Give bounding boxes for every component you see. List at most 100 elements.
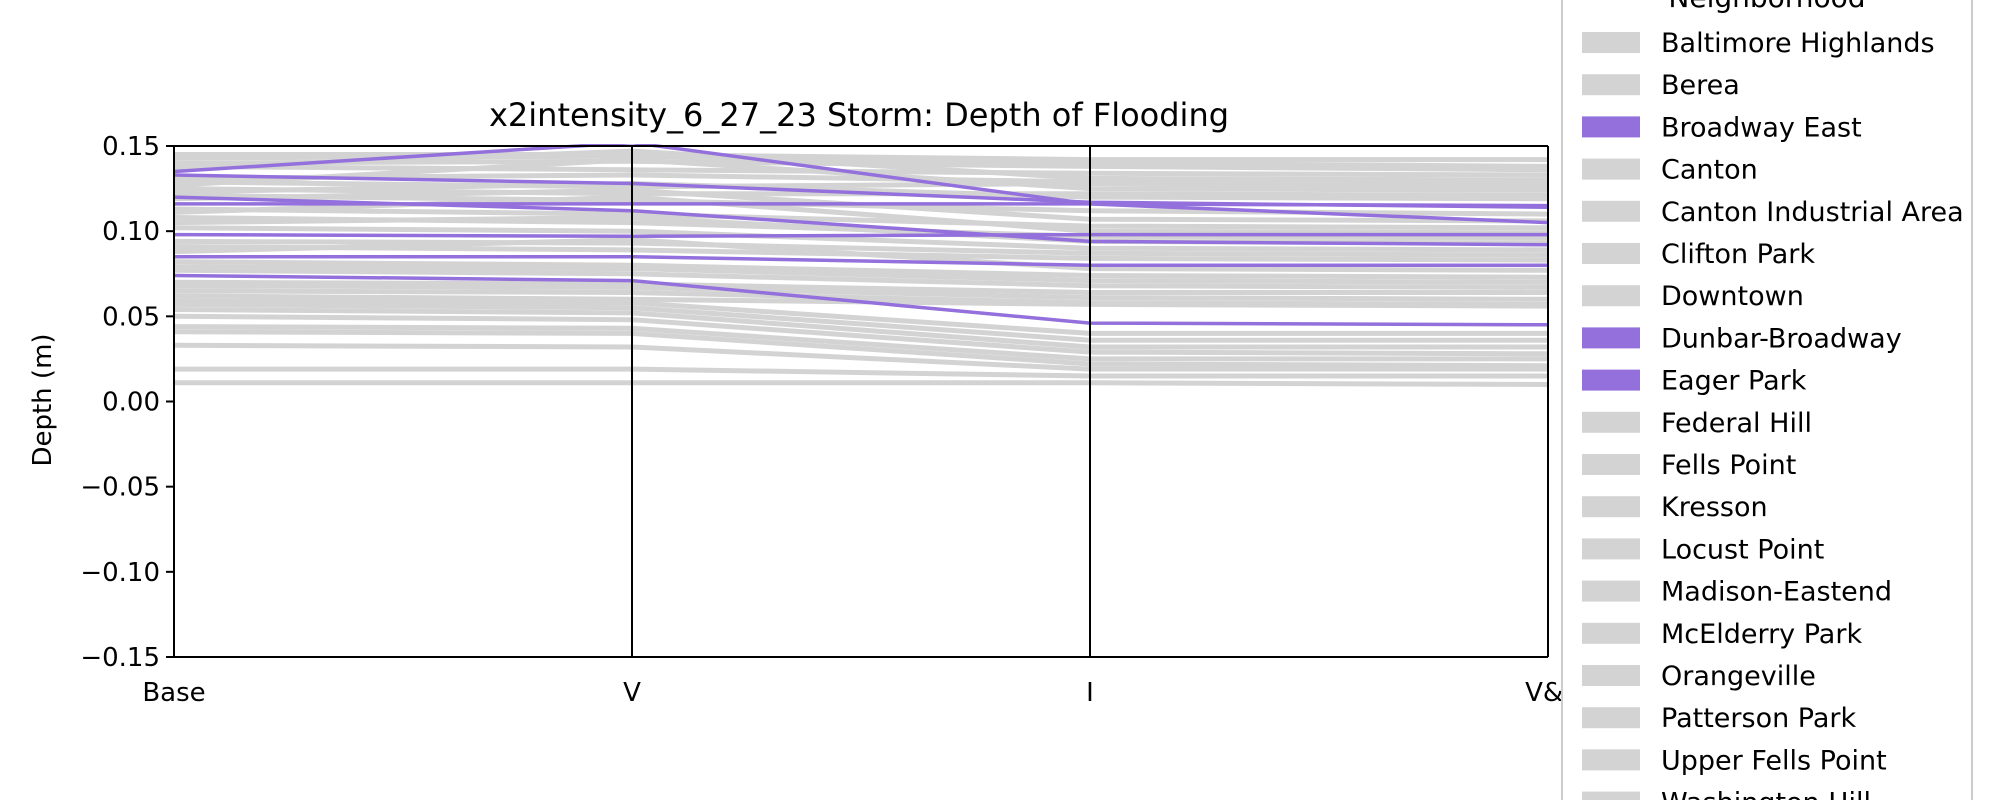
legend-label: Madison-Eastend [1661, 577, 1892, 608]
y-tick-label: −0.10 [80, 558, 160, 588]
legend-label: Kresson [1661, 492, 1768, 523]
y-axis-ticks: 0.15 0.10 0.05 0.00 −0.05 −0.10 −0.15 [80, 132, 174, 673]
axis-category-labels: Base V I V&I [142, 678, 1571, 708]
legend-swatch [1582, 411, 1640, 433]
legend-label: Federal Hill [1661, 408, 1812, 439]
legend-swatch [1582, 243, 1640, 264]
y-axis-label: Depth (m) [28, 333, 58, 466]
legend-label: McElderry Park [1661, 619, 1862, 650]
legend-swatch [1582, 158, 1640, 180]
legend-swatch [1582, 327, 1640, 349]
legend-swatch [1582, 200, 1640, 222]
highlighted-series-line-3 [174, 232, 1548, 239]
legend-swatch [1582, 454, 1640, 475]
legend-item: Clifton Park [1582, 239, 1815, 270]
legend-item: Broadway East [1582, 112, 1862, 143]
highlighted-series-line-6 [174, 144, 1548, 225]
legend-swatch [1582, 580, 1640, 602]
legend-label: Washington Hill [1661, 788, 1871, 800]
legend-item: Canton [1582, 155, 1758, 186]
legend-label: Baltimore Highlands [1661, 28, 1935, 59]
background-series-line-34 [174, 342, 1548, 372]
legend-frame [1561, 0, 1973, 800]
background-series-line-29 [174, 301, 1548, 343]
legend-label: Canton Industrial Area [1661, 197, 1964, 228]
legend-swatch [1582, 369, 1640, 391]
axis-category-label: I [1086, 678, 1094, 708]
background-series-line-23 [174, 267, 1548, 290]
background-series-line-17 [174, 225, 1548, 253]
legend-item: McElderry Park [1582, 619, 1862, 650]
background-series-line-30 [174, 307, 1548, 350]
legend-label: Upper Fells Point [1661, 745, 1887, 776]
legend-item: Washington Hill [1582, 788, 1871, 800]
legend-label: Broadway East [1661, 112, 1862, 143]
y-tick-label: −0.15 [80, 643, 160, 673]
legend-item: Eager Park [1582, 366, 1807, 397]
background-series-line-33 [174, 329, 1548, 369]
background-series-line-10 [174, 181, 1548, 202]
highlighted-series-lines [174, 144, 1548, 327]
highlighted-series-line-4 [174, 254, 1548, 267]
legend-item: Locust Point [1582, 534, 1824, 565]
legend-label: Downtown [1661, 281, 1804, 312]
legend-swatch [1582, 285, 1640, 307]
legend-item: Dunbar-Broadway [1582, 323, 1902, 354]
legend-label: Canton [1661, 155, 1758, 186]
legend-label: Eager Park [1661, 366, 1807, 397]
legend-label: Berea [1661, 70, 1740, 101]
background-series-line-22 [174, 264, 1548, 285]
legend-label: Fells Point [1661, 450, 1796, 481]
legend-swatch [1582, 749, 1640, 771]
legend-item: Orangeville [1582, 661, 1816, 692]
background-series-lines [174, 148, 1548, 387]
axis-category-label: Base [142, 678, 205, 708]
background-series-line-7 [174, 179, 1548, 190]
background-series-line-32 [174, 324, 1548, 362]
y-tick-label: 0.00 [102, 388, 160, 418]
legend-item: Madison-Eastend [1582, 577, 1892, 608]
background-series-line-25 [174, 283, 1548, 302]
background-series-line-1 [174, 152, 1548, 163]
legend-label: Locust Point [1661, 534, 1824, 565]
legend-swatch [1582, 622, 1640, 644]
legend-label: Patterson Park [1661, 703, 1856, 734]
legend-swatch [1582, 538, 1640, 560]
legend-swatch [1582, 707, 1640, 729]
legend-swatch [1582, 116, 1640, 138]
background-series-line-36 [174, 380, 1548, 387]
y-tick-label: 0.15 [102, 132, 160, 162]
legend: Neighborhood Baltimore Highlands Berea Bro… [1561, 0, 1973, 800]
background-series-line-20 [174, 237, 1548, 273]
legend-swatch [1582, 74, 1640, 96]
y-tick-label: 0.10 [102, 217, 160, 247]
legend-label: Dunbar-Broadway [1661, 323, 1902, 354]
background-series-line-31 [174, 313, 1548, 357]
background-series-line-6 [174, 172, 1548, 186]
background-series-line-5 [174, 148, 1548, 183]
parallel-axes [173, 145, 1549, 658]
background-series-line-18 [174, 238, 1548, 258]
legend-label: Orangeville [1661, 661, 1816, 692]
legend-item: Patterson Park [1582, 703, 1856, 734]
legend-swatch [1582, 791, 1640, 800]
background-series-line-21 [174, 259, 1548, 280]
legend-item: Baltimore Highlands [1582, 28, 1935, 59]
legend-label: Clifton Park [1661, 239, 1815, 270]
legend-swatch [1582, 665, 1640, 686]
axis-category-label: V [623, 678, 641, 708]
y-tick-label: 0.05 [102, 302, 160, 332]
background-series-line-24 [174, 279, 1548, 295]
background-series-line-28 [174, 298, 1548, 336]
legend-item: Upper Fells Point [1582, 745, 1887, 776]
legend-item: Downtown [1582, 281, 1804, 312]
highlighted-series-line-2 [174, 173, 1548, 210]
background-series-line-35 [174, 366, 1548, 379]
legend-item: Federal Hill [1582, 408, 1812, 439]
legend-item: Canton Industrial Area [1582, 197, 1964, 228]
y-tick-label: −0.05 [80, 473, 160, 503]
legend-item: Fells Point [1582, 450, 1796, 481]
background-series-line-13 [174, 206, 1548, 231]
legend-swatch [1582, 32, 1640, 53]
